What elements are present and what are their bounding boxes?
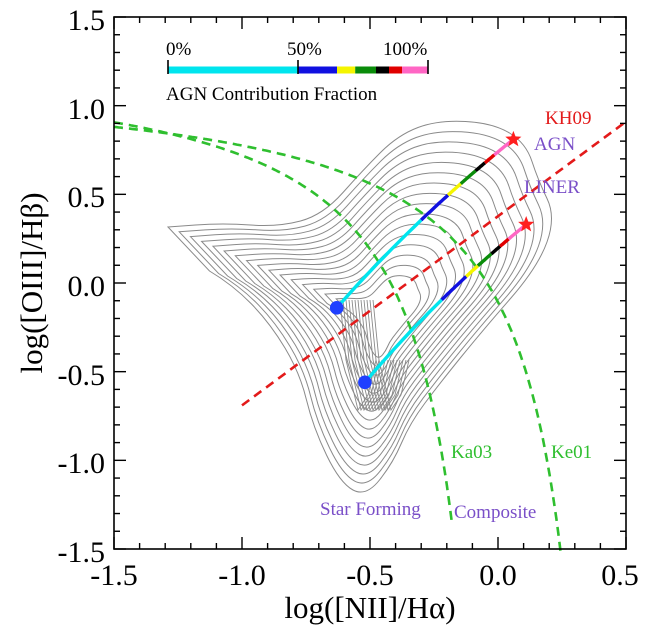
- y-tick-label: -0.5: [58, 359, 106, 392]
- contour-line: [357, 299, 395, 412]
- label-ka03: Ka03: [451, 442, 492, 463]
- contour-line: [245, 192, 491, 430]
- contour-line: [323, 264, 430, 367]
- contour-line: [223, 172, 509, 448]
- track-start-point: [358, 375, 372, 390]
- colorbar: [167, 60, 429, 74]
- y-axis-title: log([OIII]/Hβ): [14, 192, 49, 373]
- label-liner: LINER: [524, 177, 580, 198]
- contour-line: [366, 299, 404, 412]
- x-tick-label: -1.5: [90, 559, 138, 592]
- label-kh09: KH09: [545, 108, 591, 129]
- contour-line: [267, 213, 474, 412]
- track-start-point: [329, 301, 344, 315]
- colorbar-title: AGN Contribution Fraction: [166, 84, 378, 105]
- ka03-curve: [113, 121, 454, 523]
- label-ke01: Ke01: [551, 442, 592, 463]
- track-segment: [446, 182, 462, 197]
- track-segment: [335, 218, 423, 309]
- label-star-forming: Star Forming: [320, 499, 421, 520]
- contour-line: [178, 131, 544, 484]
- track-segment: [474, 161, 487, 173]
- colorbar-segment: [298, 66, 337, 74]
- y-tick-label: 1.0: [68, 93, 106, 126]
- track-segment: [363, 298, 443, 384]
- x-axis-title: log([NII]/Hα): [284, 590, 455, 625]
- y-tick-label: 0.5: [68, 181, 106, 214]
- colorbar-segment: [355, 66, 376, 74]
- label-agn: AGN: [534, 134, 575, 155]
- label-composite: Composite: [454, 502, 536, 523]
- y-tick-label: -1.5: [58, 536, 106, 569]
- density-contours: [166, 120, 552, 493]
- contour-line: [354, 299, 392, 412]
- axis-ticks: [113, 16, 627, 550]
- x-tick-label: -0.5: [346, 559, 394, 592]
- colorbar-tick-50: 50%: [287, 39, 322, 60]
- track-end-star: [505, 130, 522, 147]
- contour-line: [312, 254, 439, 376]
- colorbar-segment: [402, 66, 428, 74]
- track-end-star: [518, 216, 535, 232]
- contour-line: [200, 151, 526, 466]
- contour-line: [166, 120, 552, 493]
- contour-line: [369, 299, 407, 412]
- track-segment: [465, 264, 480, 278]
- colorbar-tick-100: 100%: [383, 39, 428, 60]
- contour-line: [363, 299, 401, 412]
- track-segment: [476, 252, 493, 268]
- contour-line: [339, 299, 377, 412]
- contour-line: [342, 299, 380, 412]
- track-segment: [459, 169, 477, 185]
- contour-line: [348, 299, 386, 412]
- y-tick-label: 0.0: [68, 270, 106, 303]
- colorbar-tick-0: 0%: [166, 39, 192, 60]
- ke01-curve: [113, 125, 562, 553]
- mixing-tracks: [329, 130, 535, 390]
- colorbar-segment: [389, 66, 402, 74]
- y-tick-label: -1.0: [58, 447, 106, 480]
- y-tick-label: 1.5: [68, 4, 106, 37]
- contour-line: [234, 182, 500, 439]
- contour-line: [335, 275, 422, 358]
- kh09-line: [241, 120, 627, 407]
- x-tick-label: 0.5: [601, 559, 639, 592]
- track-segment: [490, 245, 502, 256]
- contour-line: [345, 299, 383, 412]
- contour-line: [211, 161, 518, 457]
- contour-line: [351, 299, 389, 412]
- demarcation-lines: [113, 120, 627, 553]
- contour-line: [360, 299, 398, 412]
- colorbar-segment: [168, 66, 298, 74]
- track-segment: [440, 275, 468, 302]
- contour-line: [372, 299, 410, 412]
- track-segment: [498, 237, 510, 248]
- x-tick-label: -1.0: [218, 559, 266, 592]
- colorbar-segment: [337, 66, 356, 74]
- track-segment: [420, 193, 450, 222]
- colorbar-segment: [376, 66, 389, 74]
- contour-line: [256, 203, 483, 421]
- track-segment: [483, 153, 496, 165]
- x-tick-label: 0.0: [479, 559, 517, 592]
- contour-line: [189, 141, 535, 475]
